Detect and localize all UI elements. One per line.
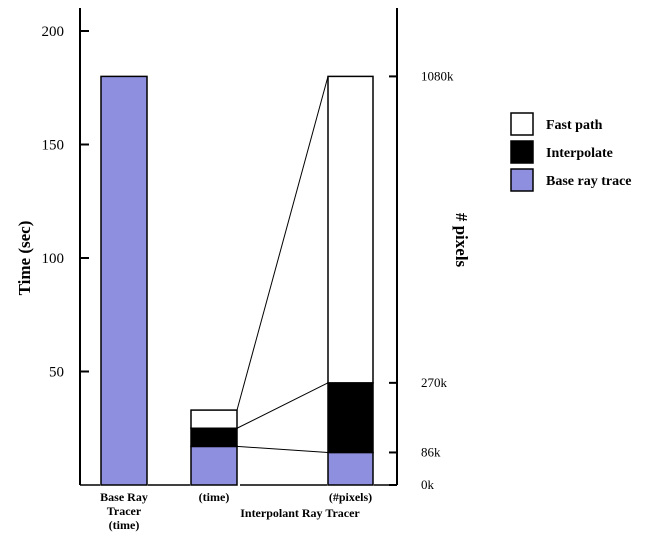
category-label: (time) bbox=[199, 490, 230, 504]
legend-swatch bbox=[510, 168, 534, 192]
legend-label: Interpolate bbox=[546, 146, 613, 161]
left-axis-title: Time (sec) bbox=[15, 221, 34, 296]
bar-segment-fast-path bbox=[327, 75, 374, 384]
left-axis: 50 100 150 200 bbox=[42, 8, 89, 485]
right-tick-label: 0k bbox=[421, 477, 435, 492]
legend-label: Base ray trace bbox=[546, 174, 632, 189]
category-label: Base Ray bbox=[100, 490, 148, 504]
connector-line bbox=[236, 445, 329, 453]
left-tick-label: 200 bbox=[42, 24, 65, 40]
right-tick-label: 86k bbox=[421, 444, 441, 459]
category-label: (#pixels) bbox=[329, 490, 372, 504]
bar-segment-fast-path bbox=[190, 409, 238, 429]
connector-line bbox=[236, 382, 329, 429]
left-tick-label: 50 bbox=[49, 365, 64, 381]
connector-lines bbox=[236, 76, 329, 453]
bar-segment-interpolate bbox=[327, 382, 374, 454]
legend-label: Fast path bbox=[546, 118, 603, 133]
bar-segment-interpolate bbox=[190, 427, 238, 448]
bars bbox=[100, 75, 374, 486]
legend: Fast path Interpolate Base ray trace bbox=[510, 112, 632, 192]
group-label: Interpolant Ray Tracer bbox=[240, 506, 360, 520]
category-label: Tracer bbox=[107, 504, 142, 518]
legend-swatch bbox=[510, 140, 534, 164]
bar-segment-base-ray-trace bbox=[100, 75, 148, 486]
right-tick-label: 270k bbox=[421, 375, 448, 390]
category-label: (time) bbox=[109, 518, 140, 532]
legend-swatch bbox=[510, 112, 534, 136]
right-axis-title: # pixels bbox=[452, 213, 471, 268]
left-tick-label: 150 bbox=[42, 138, 65, 154]
left-tick-label: 100 bbox=[42, 251, 65, 267]
connector-line bbox=[236, 76, 329, 411]
bar-segment-base-ray-trace bbox=[327, 451, 374, 486]
bar-segment-base-ray-trace bbox=[190, 445, 238, 486]
right-axis: 1080k 270k 86k 0k bbox=[389, 8, 454, 492]
right-tick-label: 1080k bbox=[421, 68, 454, 83]
